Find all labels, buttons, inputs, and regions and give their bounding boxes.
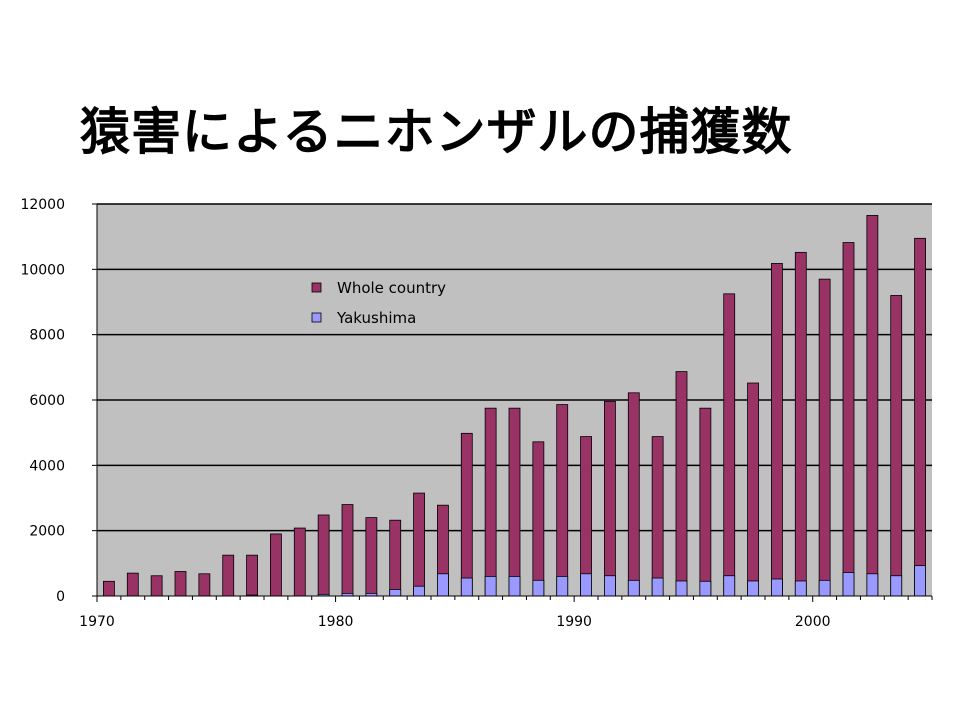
bar-yakushima (794, 580, 807, 597)
bar-yakushima (413, 585, 425, 597)
bar-whole-country (794, 251, 807, 597)
bar-yakushima (747, 580, 759, 597)
bar-whole-country (126, 572, 139, 597)
bar-yakushima (723, 575, 736, 597)
bar-whole-country (651, 436, 664, 597)
legend-label: Whole country (337, 279, 446, 297)
bar-whole-country (532, 441, 545, 597)
legend-swatch (311, 282, 322, 293)
bar-whole-country (341, 504, 354, 597)
bar-whole-country (866, 215, 879, 597)
bar-whole-country (747, 382, 759, 597)
bar-whole-country (580, 436, 592, 597)
bar-whole-country (914, 237, 926, 597)
bar-yakushima (580, 573, 592, 597)
bar-whole-country (317, 514, 330, 597)
bar-yakushima (651, 577, 664, 597)
x-tick-label: 1990 (556, 614, 592, 630)
bar-yakushima (604, 575, 616, 597)
bar-yakushima (484, 576, 497, 597)
y-tick-label: 2000 (29, 524, 65, 540)
bar-whole-country (174, 571, 187, 597)
y-tick-label: 0 (56, 589, 65, 605)
bar-yakushima (556, 576, 569, 597)
axes: 0 2000 4000 6000 8000 10000 12000 1970 1980 1990 2… (20, 197, 933, 630)
bar-whole-country (460, 432, 473, 597)
bar-whole-country (723, 293, 736, 597)
bar-yakushima (627, 579, 640, 597)
bar-yakushima (437, 573, 449, 597)
legend-label: Yakushima (336, 309, 416, 327)
bar-whole-country (604, 400, 616, 597)
legend-swatch (311, 312, 322, 323)
bar-whole-country (771, 263, 783, 597)
x-tick-label: 1980 (318, 614, 354, 630)
bar-whole-country (556, 404, 569, 597)
bar-whole-country (246, 554, 258, 597)
bar-yakushima (818, 579, 831, 597)
bar-whole-country (627, 392, 640, 597)
bar-whole-country (150, 575, 163, 597)
bar-yakushima (866, 573, 879, 597)
chart-title: 猿害によるニホンザルの捕獲数 (80, 103, 793, 161)
bar-whole-country (699, 407, 712, 597)
y-tick-label: 6000 (29, 393, 65, 409)
bar-yakushima (675, 580, 688, 597)
bar-yakushima (532, 579, 545, 597)
bar-whole-country (508, 407, 521, 597)
bar-yakushima (699, 580, 712, 597)
y-tick-label: 10000 (20, 262, 65, 278)
legend: Whole country Yakushima (311, 279, 446, 327)
bar-whole-country (484, 407, 497, 597)
bar-whole-country (675, 371, 688, 597)
bar-yakushima (389, 589, 402, 597)
bar-yakushima (842, 572, 855, 597)
bar-whole-country (818, 278, 831, 597)
x-tick-label: 2000 (795, 614, 831, 630)
bar-whole-country (413, 492, 425, 597)
bar-whole-country (198, 573, 211, 597)
bar-yakushima (890, 575, 903, 597)
bar-whole-country (365, 517, 378, 597)
bar-yakushima (460, 577, 473, 597)
bar-whole-country (103, 580, 115, 597)
y-tick-label: 4000 (29, 458, 65, 474)
bar-whole-country (389, 519, 402, 597)
bar-yakushima (771, 578, 783, 597)
bar-whole-country (270, 533, 282, 597)
bar-whole-country (222, 554, 235, 597)
bar-whole-country (293, 527, 306, 597)
bar-yakushima (914, 565, 926, 597)
y-tick-label: 8000 (29, 328, 65, 344)
bar-whole-country (842, 242, 855, 597)
bar-whole-country (890, 295, 903, 597)
y-tick-label: 12000 (20, 197, 65, 213)
x-tick-label: 1970 (79, 614, 115, 630)
bar-yakushima (508, 576, 521, 597)
bars (103, 215, 926, 597)
